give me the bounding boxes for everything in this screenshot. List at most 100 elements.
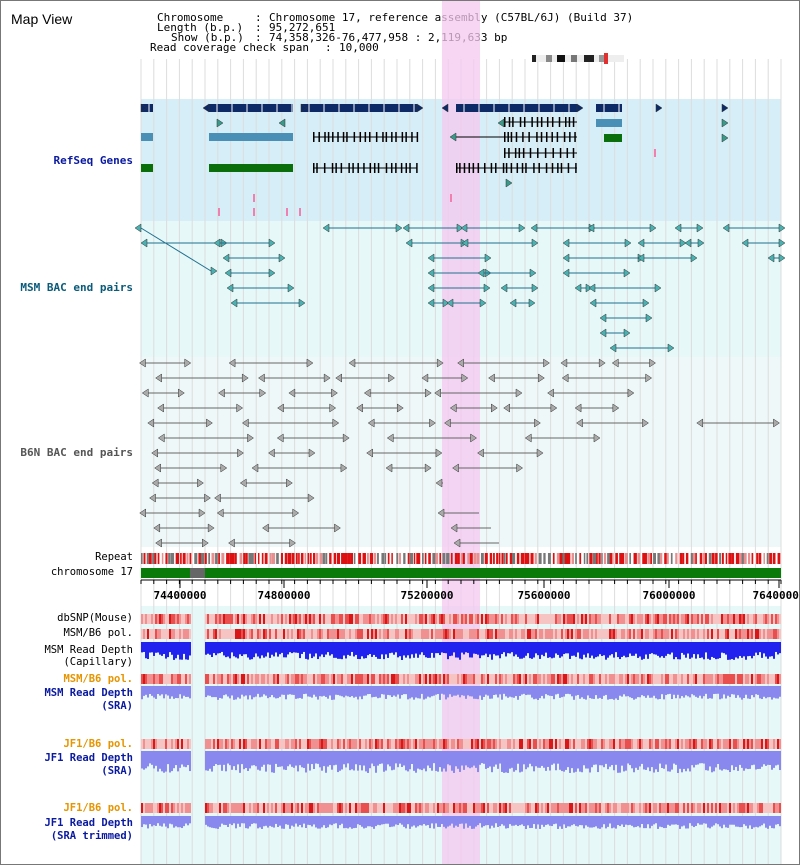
read-depth-bar (685, 816, 687, 829)
read-depth-bar (765, 642, 767, 657)
polymorphism-cell (577, 739, 579, 749)
polymorphism-cell (329, 674, 331, 684)
read-depth-bar (469, 751, 471, 769)
polymorphism-cell (275, 629, 277, 639)
b6n-bac-end (214, 493, 221, 503)
repeat-feature (298, 553, 300, 564)
axis-tick-label: 74800000 (257, 589, 311, 602)
read-depth-bar (713, 816, 715, 826)
read-depth-bar (585, 751, 587, 769)
polymorphism-cell (771, 629, 773, 639)
polymorphism-cell (465, 739, 467, 749)
read-depth-bar (281, 642, 283, 653)
read-depth-bar (407, 816, 409, 825)
read-depth-bar (439, 751, 441, 768)
polymorphism-cell (779, 629, 781, 639)
polymorphism-cell (279, 629, 281, 639)
polymorphism-cell (605, 614, 607, 624)
read-depth-bar (379, 642, 381, 659)
polymorphism-cell (631, 803, 633, 813)
polymorphism-cell (583, 674, 585, 684)
polymorphism-cell (163, 614, 165, 624)
read-depth-bar (773, 816, 775, 829)
repeat-feature (598, 553, 601, 564)
polymorphism-cell (353, 629, 355, 639)
polymorphism-cell (633, 803, 635, 813)
read-depth-bar (417, 751, 419, 769)
polymorphism-cell (747, 614, 749, 624)
polymorphism-cell (767, 614, 769, 624)
polymorphism-cell (505, 803, 507, 813)
polymorphism-cell (369, 629, 371, 639)
polymorphism-cell (215, 629, 217, 639)
read-depth-bar (665, 642, 667, 656)
read-depth-bar (467, 751, 469, 768)
b6n-bac-end (247, 433, 254, 443)
gene-exon (395, 132, 397, 142)
repeat-feature (325, 553, 328, 564)
read-depth-bar (383, 751, 385, 772)
gene-exon (545, 163, 548, 173)
read-depth-bar (459, 816, 461, 824)
polymorphism-cell (619, 674, 621, 684)
polymorphism-cell (247, 629, 249, 639)
polymorphism-cell (261, 629, 263, 639)
b6n-bac-end (576, 418, 583, 428)
polymorphism-cell (573, 629, 575, 639)
polymorphism-cell (723, 739, 725, 749)
polymorphism-cell (339, 803, 341, 813)
polymorphism-cell (257, 674, 259, 684)
b6n-bac-end (453, 538, 461, 548)
polymorphism-cell (723, 629, 725, 639)
gene-exon (483, 163, 486, 173)
read-depth-bar (559, 751, 561, 770)
polymorphism-cell (569, 739, 571, 749)
gene-marker (286, 208, 288, 216)
read-depth-bar (539, 816, 541, 829)
polymorphism-cell (293, 614, 295, 624)
read-depth-bar (427, 686, 429, 697)
polymorphism-cell (765, 629, 767, 639)
polymorphism-cell (655, 739, 657, 749)
polymorphism-cell (635, 614, 637, 624)
polymorphism-cell (231, 674, 233, 684)
read-depth-bar (141, 751, 143, 769)
polymorphism-cell (485, 614, 487, 624)
read-depth-bar (769, 642, 771, 657)
polymorphism-cell (189, 614, 191, 624)
read-depth-bar (329, 751, 331, 766)
polymorphism-cell (227, 803, 229, 813)
msm-bac-end (667, 343, 675, 353)
polymorphism-cell (181, 629, 183, 639)
polymorphism-cell (543, 803, 545, 813)
polymorphism-cell (233, 674, 235, 684)
repeat-feature (387, 553, 390, 564)
read-depth-bar (171, 686, 173, 697)
polymorphism-cell (761, 629, 763, 639)
read-depth-bar (685, 751, 687, 772)
read-depth-bar (693, 816, 695, 828)
read-depth-bar (395, 751, 397, 764)
polymorphism-cell (689, 739, 691, 749)
polymorphism-cell (557, 674, 559, 684)
polymorphism-cell (645, 739, 647, 749)
read-depth-bar (297, 816, 299, 827)
polymorphism-cell (289, 629, 291, 639)
polymorphism-cell (415, 674, 417, 684)
polymorphism-cell (439, 739, 441, 749)
polymorphism-cell (551, 674, 553, 684)
msm-bac-end (642, 298, 650, 308)
polymorphism-cell (489, 674, 491, 684)
polymorphism-cell (225, 803, 227, 813)
read-depth-bar (295, 751, 297, 766)
polymorphism-cell (555, 803, 557, 813)
b6n-bac-end (388, 373, 395, 383)
polymorphism-cell (245, 629, 247, 639)
polymorphism-cell (741, 629, 743, 639)
polymorphism-cell (415, 739, 417, 749)
polymorphism-cell (579, 674, 581, 684)
polymorphism-cell (599, 739, 601, 749)
read-depth-bar (667, 816, 669, 825)
polymorphism-cell (209, 739, 211, 749)
